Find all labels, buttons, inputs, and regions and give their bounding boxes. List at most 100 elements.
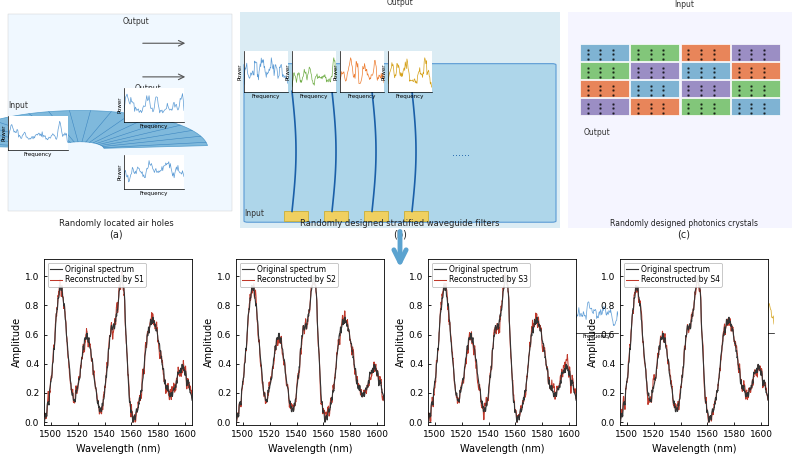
Legend: Original spectrum, Reconstructed by S4: Original spectrum, Reconstructed by S4 <box>624 262 722 286</box>
Bar <box>580 62 629 79</box>
Original spectrum <box>39 417 49 423</box>
Bar <box>731 44 780 61</box>
Line: Original spectrum: Original spectrum <box>236 276 384 422</box>
Original spectrum <box>763 397 773 403</box>
Text: Input: Input <box>674 0 694 9</box>
Original spectrum <box>727 324 737 330</box>
Reconstructed by S3 <box>571 396 581 401</box>
Line: Reconstructed by S4: Reconstructed by S4 <box>620 276 768 422</box>
Line: Reconstructed by S3: Reconstructed by S3 <box>428 274 576 422</box>
Original spectrum <box>682 325 692 330</box>
Original spectrum <box>424 419 434 425</box>
Text: ......: ...... <box>452 148 470 158</box>
Reconstructed by S3 <box>522 372 532 377</box>
Reconstructed by S4 <box>642 375 651 380</box>
Original spectrum <box>703 409 713 414</box>
Original spectrum <box>127 409 137 414</box>
X-axis label: Frequency: Frequency <box>634 334 662 339</box>
Original spectrum <box>343 324 353 330</box>
Reconstructed by S4 <box>727 324 737 329</box>
Bar <box>568 12 792 228</box>
Reconstructed by S4 <box>702 410 712 416</box>
Reconstructed by S1 <box>117 268 126 274</box>
Bar <box>731 62 780 79</box>
Reconstructed by S1 <box>78 354 87 360</box>
Legend: Original spectrum, Reconstructed by S2: Original spectrum, Reconstructed by S2 <box>240 262 338 286</box>
Text: Randomly designed stratified waveguide filters: Randomly designed stratified waveguide f… <box>300 219 500 228</box>
X-axis label: Frequency: Frequency <box>582 334 610 339</box>
Reconstructed by S3 <box>490 326 500 332</box>
Text: (b): (b) <box>393 230 407 240</box>
Reconstructed by S2 <box>231 419 241 425</box>
Original spectrum <box>151 324 161 330</box>
Original spectrum <box>106 325 116 330</box>
Legend: Original spectrum, Reconstructed by S1: Original spectrum, Reconstructed by S1 <box>48 262 146 286</box>
Reconstructed by S4 <box>763 397 773 402</box>
Original spectrum <box>615 417 625 423</box>
Reconstructed by S1 <box>151 323 161 329</box>
Bar <box>580 98 629 116</box>
Y-axis label: Power: Power <box>672 306 677 322</box>
Reconstructed by S3 <box>535 326 545 331</box>
Bar <box>681 80 730 97</box>
FancyBboxPatch shape <box>244 64 556 222</box>
Reconstructed by S4 <box>654 350 663 356</box>
X-axis label: Frequency: Frequency <box>24 152 52 157</box>
X-axis label: Frequency: Frequency <box>300 94 328 99</box>
Reconstructed by S1 <box>187 395 197 401</box>
X-axis label: Frequency: Frequency <box>140 124 168 129</box>
Original spectrum <box>511 409 521 414</box>
Original spectrum <box>117 274 126 279</box>
Reconstructed by S3 <box>450 377 459 383</box>
Text: (c): (c) <box>678 230 690 240</box>
Reconstructed by S2 <box>318 406 328 411</box>
Original spectrum <box>319 409 329 414</box>
Reconstructed by S4 <box>714 370 724 375</box>
Reconstructed by S1 <box>138 368 148 374</box>
Text: Randomly located air holes: Randomly located air holes <box>58 219 174 228</box>
X-axis label: Frequency: Frequency <box>686 334 714 339</box>
X-axis label: Frequency: Frequency <box>252 94 280 99</box>
Reconstructed by S3 <box>423 415 433 420</box>
Original spectrum <box>616 419 626 425</box>
Line: Original spectrum: Original spectrum <box>44 276 192 422</box>
Original spectrum <box>423 417 433 423</box>
Text: Input: Input <box>8 101 28 110</box>
Bar <box>681 62 730 79</box>
X-axis label: Wavelength (nm): Wavelength (nm) <box>268 444 352 455</box>
Bar <box>681 98 730 116</box>
Reconstructed by S4 <box>704 419 714 425</box>
Bar <box>630 80 679 97</box>
Original spectrum <box>270 354 279 359</box>
Line: Reconstructed by S2: Reconstructed by S2 <box>236 277 384 422</box>
Bar <box>630 44 679 61</box>
Text: Output: Output <box>122 17 150 26</box>
Original spectrum <box>379 397 389 403</box>
Original spectrum <box>462 354 471 359</box>
Original spectrum <box>187 397 197 403</box>
X-axis label: Wavelength (nm): Wavelength (nm) <box>460 444 544 455</box>
Bar <box>8 14 232 212</box>
Y-axis label: Power: Power <box>620 306 625 322</box>
Original spectrum <box>490 325 500 330</box>
Reconstructed by S1 <box>66 378 75 383</box>
Y-axis label: Power: Power <box>286 63 290 80</box>
Reconstructed by S1 <box>106 323 116 329</box>
X-axis label: Frequency: Frequency <box>348 94 376 99</box>
Original spectrum <box>330 371 340 377</box>
Text: Output: Output <box>584 128 610 137</box>
Bar <box>630 62 679 79</box>
Original spectrum <box>231 417 241 423</box>
X-axis label: Frequency: Frequency <box>140 191 168 196</box>
Reconstructed by S3 <box>462 357 471 363</box>
Y-axis label: Amplitude: Amplitude <box>12 317 22 367</box>
Reconstructed by S4 <box>615 418 625 423</box>
Original spectrum <box>232 419 242 425</box>
Original spectrum <box>642 378 651 384</box>
Reconstructed by S2 <box>310 274 319 280</box>
Reconstructed by S1 <box>126 402 136 407</box>
Reconstructed by S1 <box>39 410 49 416</box>
Reconstructed by S2 <box>330 372 340 377</box>
Line: Original spectrum: Original spectrum <box>620 276 768 422</box>
Reconstructed by S2 <box>270 359 279 364</box>
